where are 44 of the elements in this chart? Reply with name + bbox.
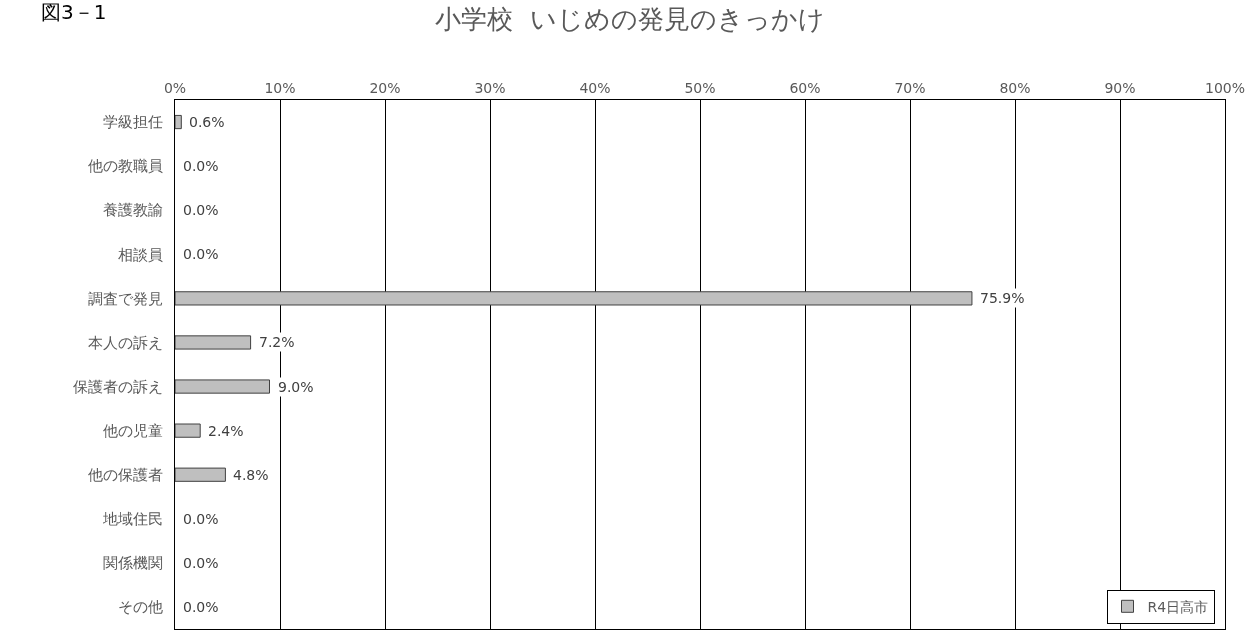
data-label: 0.6% — [189, 114, 225, 130]
x-tick-label: 40% — [579, 80, 611, 97]
y-tick-label: 関係機関 — [103, 554, 163, 573]
data-label: 75.9% — [980, 290, 1025, 306]
data-label: 4.8% — [233, 467, 269, 483]
bar — [175, 335, 252, 350]
y-tick-label: 調査で発見 — [88, 289, 163, 308]
x-tick-label: 50% — [684, 80, 716, 97]
x-tick-label: 10% — [264, 80, 296, 97]
data-label: 2.4% — [208, 423, 244, 439]
bar — [175, 423, 201, 438]
data-label: 0.0% — [183, 158, 219, 174]
y-tick-label: 保護者の訴え — [73, 377, 163, 396]
bar — [175, 379, 270, 394]
data-label: 9.0% — [278, 379, 314, 395]
y-tick-label: その他 — [118, 598, 163, 617]
bar — [175, 467, 226, 482]
y-tick-label: 地域住民 — [102, 510, 163, 529]
data-label: 0.0% — [183, 511, 219, 527]
data-label: 0.0% — [183, 555, 219, 571]
data-label: 7.2% — [259, 334, 295, 350]
y-tick-label: 他の教職員 — [88, 157, 163, 176]
data-label: 0.0% — [183, 246, 219, 262]
x-tick-label: 20% — [369, 80, 401, 97]
x-tick-label: 80% — [999, 80, 1031, 97]
bar — [175, 291, 973, 306]
x-tick-label: 60% — [789, 80, 821, 97]
chart-title: 小学校 いじめの発見のきっかけ — [435, 3, 825, 34]
x-tick-label: 30% — [474, 80, 506, 97]
y-tick-label: 相談員 — [118, 245, 163, 264]
x-tick-label: 90% — [1104, 80, 1136, 97]
legend-label: R4日高市 — [1147, 598, 1209, 615]
y-tick-label: 養護教諭 — [103, 201, 163, 220]
data-label: 0.0% — [183, 202, 219, 218]
caption: 図3－1 — [41, 0, 107, 24]
y-tick-label: 他の保護者 — [88, 465, 163, 484]
data-label: 0.0% — [183, 599, 219, 615]
x-tick-label: 0% — [163, 80, 187, 97]
x-tick-label: 100% — [1204, 80, 1246, 97]
bar — [175, 114, 182, 130]
x-tick-label: 70% — [894, 80, 926, 97]
y-tick-label: 本人の訴え — [88, 333, 163, 352]
y-tick-label: 学級担任 — [103, 113, 163, 132]
y-tick-label: 他の児童 — [103, 421, 163, 440]
